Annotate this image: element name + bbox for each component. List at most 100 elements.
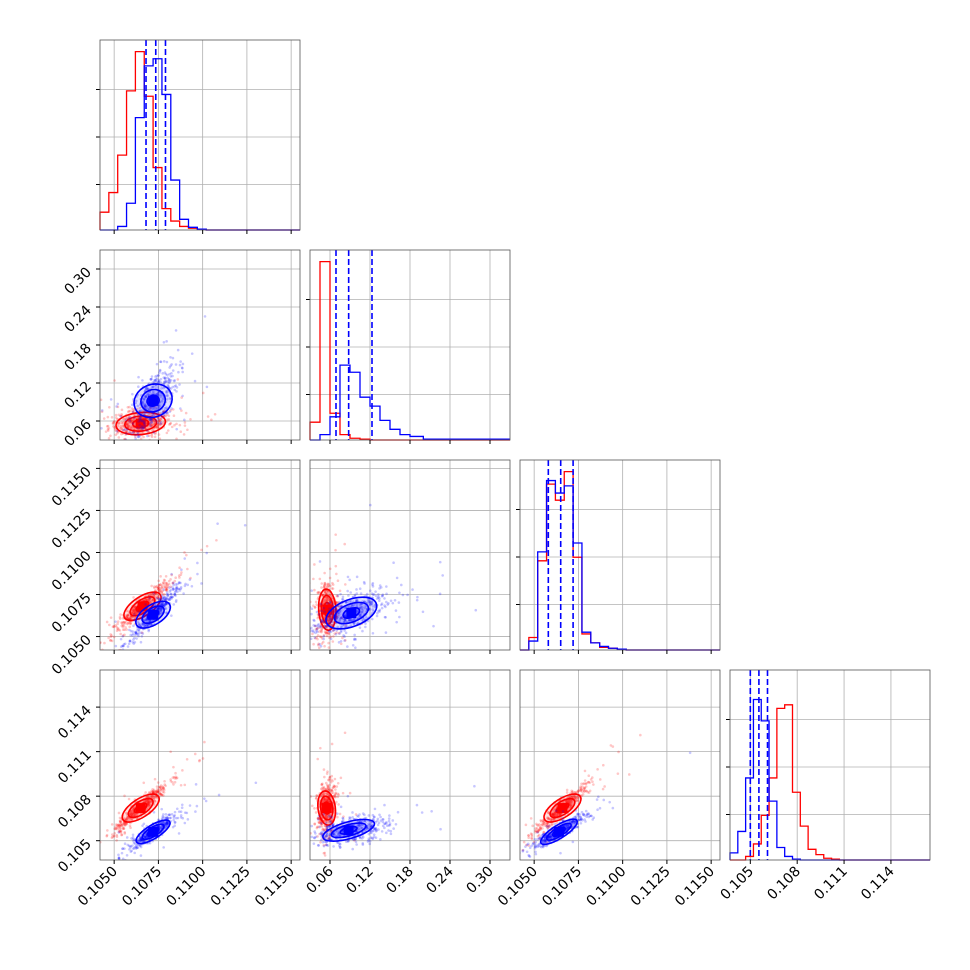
blue-scatter-point xyxy=(168,379,171,383)
red-scatter-point xyxy=(155,425,159,429)
red-scatter-point xyxy=(323,798,326,801)
blue-scatter-point xyxy=(347,594,350,597)
red-scatter-point xyxy=(156,789,160,792)
red-scatter-point xyxy=(539,819,542,822)
red-scatter-point xyxy=(154,795,157,798)
blue-scatter-point xyxy=(129,416,132,419)
blue-scatter-point xyxy=(169,592,173,596)
red-scatter-point xyxy=(156,425,159,429)
blue-scatter-point xyxy=(329,617,332,621)
red-scatter-point xyxy=(325,792,329,796)
blue-scatter-point xyxy=(168,816,172,820)
red-scatter-point xyxy=(332,635,335,638)
red-scatter-point xyxy=(581,785,584,788)
red-scatter-point xyxy=(322,584,326,588)
blue-scatter-point xyxy=(138,837,142,841)
blue-scatter-point xyxy=(374,827,378,831)
red-scatter-point xyxy=(160,422,164,426)
blue-scatter-point xyxy=(159,377,163,381)
blue-scatter-point xyxy=(310,612,313,616)
red-scatter-point xyxy=(186,428,189,432)
red-scatter-point xyxy=(152,796,156,799)
red-scatter-point xyxy=(328,775,332,779)
blue-scatter-point xyxy=(177,370,180,374)
red-scatter-point xyxy=(125,822,128,825)
blue-scatter-point xyxy=(157,379,161,382)
blue-scatter-point xyxy=(335,618,339,621)
red-scatter-point xyxy=(147,800,151,804)
red-scatter-point xyxy=(522,840,526,844)
red-scatter-point xyxy=(118,827,121,831)
red-scatter-point xyxy=(571,795,574,799)
red-scatter-point xyxy=(144,598,147,602)
red-scatter-point xyxy=(156,790,160,794)
blue-scatter-point xyxy=(165,379,168,383)
red-scatter-point xyxy=(106,415,110,419)
blue-scatter-point xyxy=(354,837,357,841)
blue-scatter-point xyxy=(177,581,181,585)
blue-scatter-point xyxy=(135,442,138,445)
red-scatter-point xyxy=(165,581,168,585)
red-scatter-point xyxy=(327,786,330,789)
red-scatter-point xyxy=(162,581,166,584)
red-scatter-point xyxy=(312,577,315,581)
red-scatter-point xyxy=(92,865,95,868)
blue-scatter-point xyxy=(595,798,599,801)
red-scatter-point xyxy=(110,634,113,637)
red-scatter-point xyxy=(164,586,168,590)
red-scatter-point xyxy=(107,636,110,640)
blue-scatter-point xyxy=(146,429,149,432)
blue-scatter-point xyxy=(596,808,599,812)
blue-scatter-point xyxy=(178,363,182,367)
blue-scatter-point xyxy=(353,838,357,841)
red-scatter-point xyxy=(118,819,122,823)
red-scatter-point xyxy=(318,832,321,836)
blue-scatter-point xyxy=(381,593,385,597)
blue-scatter-point xyxy=(181,370,184,374)
blue-scatter-point xyxy=(171,825,175,829)
red-scatter-point xyxy=(333,777,337,781)
red-scatter-point xyxy=(316,591,320,595)
blue-scatter-point xyxy=(165,391,168,395)
blue-scatter-point xyxy=(337,641,341,644)
red-scatter-point xyxy=(313,653,316,656)
blue-scatter-point xyxy=(564,824,567,828)
red-scatter-point xyxy=(329,616,333,619)
blue-scatter-point xyxy=(346,589,349,593)
red-scatter-point xyxy=(119,829,122,833)
blue-scatter-point xyxy=(379,815,382,819)
blue-scatter-point xyxy=(163,822,166,825)
red-scatter-point xyxy=(335,594,339,598)
red-scatter-point xyxy=(323,590,327,594)
panel-frame xyxy=(99,39,301,231)
blue-scatter-point xyxy=(336,625,340,629)
blue-scatter-point xyxy=(158,371,161,374)
red-scatter-point xyxy=(172,414,176,418)
red-scatter-point xyxy=(105,620,109,624)
red-scatter-point xyxy=(343,731,347,735)
red-scatter-point xyxy=(323,630,327,633)
blue-scatter-point xyxy=(356,621,360,625)
blue-scatter-point xyxy=(415,598,419,602)
blue-scatter-point xyxy=(138,617,141,621)
red-scatter-point xyxy=(323,798,327,802)
red-scatter-point xyxy=(135,611,139,615)
blue-scatter-point xyxy=(143,836,147,839)
red-scatter-point xyxy=(156,587,159,590)
red-scatter-point xyxy=(165,586,169,590)
blue-scatter-point xyxy=(137,610,140,614)
red-scatter-point xyxy=(545,823,548,826)
blue-scatter-point xyxy=(143,835,146,839)
blue-scatter-point xyxy=(327,814,331,818)
red-scatter-point xyxy=(580,788,583,792)
red-scatter-point xyxy=(120,621,124,625)
blue-scatter-point xyxy=(131,632,135,636)
blue-scatter-point xyxy=(391,601,395,605)
blue-scatter-point xyxy=(131,634,134,637)
blue-scatter-point xyxy=(473,784,476,788)
red-scatter-point xyxy=(122,827,126,831)
red-scatter-point xyxy=(129,812,133,815)
red-scatter-point xyxy=(152,788,156,792)
red-scatter-point xyxy=(162,788,166,792)
red-scatter-point xyxy=(310,600,312,604)
